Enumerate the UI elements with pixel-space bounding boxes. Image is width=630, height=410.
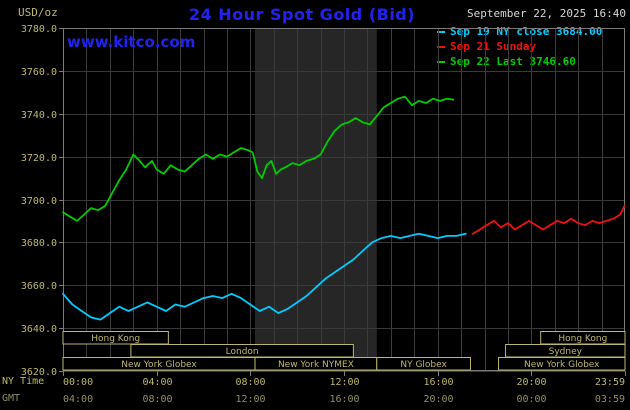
x-tick-label-gmt: 16:00: [329, 394, 359, 405]
y-tick-label: 3780.0: [21, 24, 57, 35]
x-tick-label-gmt: 12:00: [235, 394, 265, 405]
y-tick-label: 3640.0: [21, 324, 57, 335]
x-tick-label-ny: 20:00: [516, 377, 546, 388]
legend-marker-icon: [437, 46, 445, 48]
time-band: [255, 28, 377, 371]
session-label: Sydney: [549, 347, 583, 357]
session-label: New York Globex: [524, 360, 600, 370]
session-box: [62, 331, 169, 345]
legend-marker-icon: [437, 31, 445, 33]
legend-label: Sep 22 Last 3746.60: [450, 55, 576, 68]
session-label: London: [226, 347, 259, 357]
y-tick-label: 3760.0: [21, 67, 57, 78]
ny-time-axis-label: NY Time: [2, 376, 45, 387]
legend-marker-icon: [437, 61, 445, 63]
x-tick-label-ny: 16:00: [423, 377, 453, 388]
x-tick-label-ny: 23:59: [595, 377, 625, 388]
legend-label: Sep 21 Sunday: [450, 40, 537, 53]
y-tick-label: 3700.0: [21, 196, 57, 207]
x-tick-label-gmt: 04:00: [63, 394, 93, 405]
kitco-watermark-link[interactable]: www.kitco.com: [67, 33, 196, 51]
session-box: [498, 357, 626, 371]
x-tick-label-ny: 08:00: [235, 377, 265, 388]
chart-datetime: September 22, 2025 16:40: [467, 7, 626, 20]
session-label: NY Globex: [400, 360, 447, 370]
price-series: [471, 204, 626, 235]
x-tick-label-ny: 12:00: [329, 377, 359, 388]
legend-item-sep21: Sep 21 Sunday: [437, 39, 627, 54]
x-tick-label-ny: 00:00: [63, 377, 93, 388]
legend-item-sep22: Sep 22 Last 3746.60: [437, 54, 627, 69]
y-tick-label: 3740.0: [21, 110, 57, 121]
x-tick-label-gmt: 08:00: [142, 394, 172, 405]
y-tick-label: 3620.0: [21, 367, 57, 378]
y-tick-label: 3660.0: [21, 281, 57, 292]
price-series: [62, 232, 467, 321]
x-tick-label-gmt: 00:00: [516, 394, 546, 405]
x-tick-label-gmt: 03:59: [595, 394, 625, 405]
y-tick-label: 3680.0: [21, 238, 57, 249]
session-label: New York Globex: [121, 360, 197, 370]
chart-title: 24 Hour Spot Gold (Bid): [188, 5, 416, 24]
session-label: Hong Kong: [91, 334, 140, 344]
y-tick-label: 3720.0: [21, 153, 57, 164]
x-tick-label-ny: 04:00: [142, 377, 172, 388]
session-box: [376, 357, 471, 371]
gmt-axis-label: GMT: [2, 393, 21, 404]
x-tick-label-gmt: 20:00: [423, 394, 453, 405]
session-label: Hong Kong: [558, 334, 607, 344]
session-label: New York NYMEX: [278, 360, 354, 370]
y-axis-units-label: USD/oz: [18, 6, 58, 19]
price-series: [62, 95, 455, 222]
